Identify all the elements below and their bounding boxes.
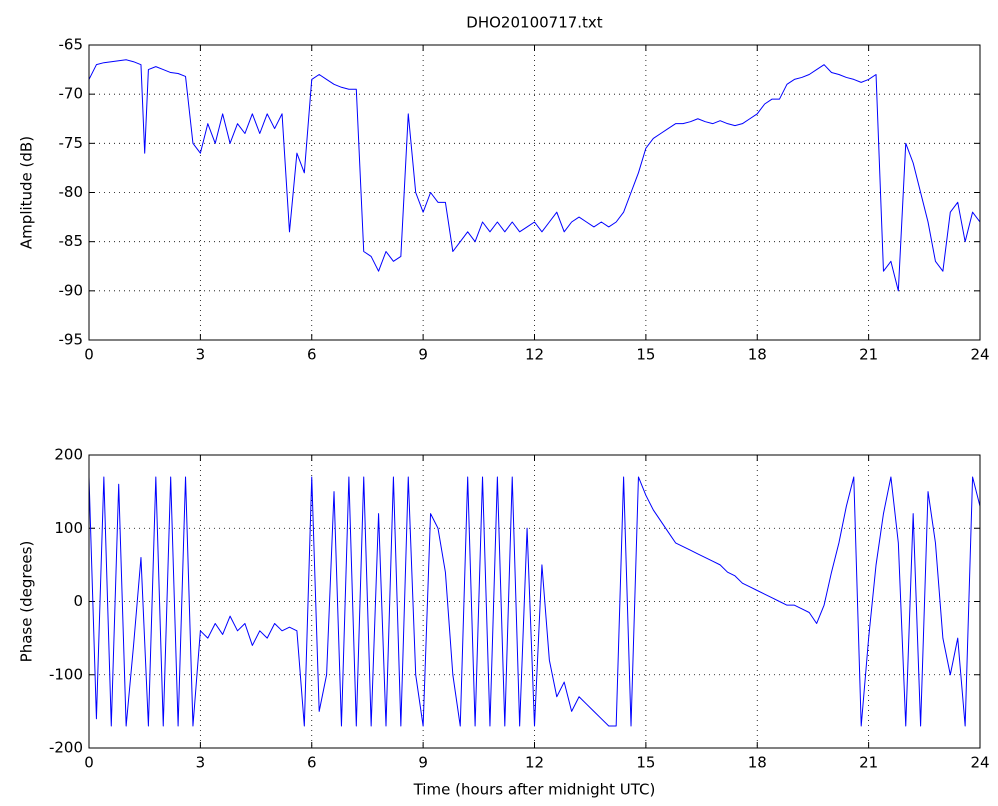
- y-tick-label: -85: [59, 232, 84, 250]
- x-tick-label: 3: [196, 346, 206, 364]
- y-axis-label: Amplitude (dB): [18, 136, 36, 249]
- y-tick-label: 200: [54, 446, 83, 464]
- x-tick-label: 24: [970, 754, 989, 772]
- y-tick-label: 100: [54, 519, 83, 537]
- y-tick-label: -75: [59, 134, 84, 152]
- x-tick-label: 21: [859, 754, 878, 772]
- y-tick-label: -200: [49, 739, 83, 757]
- x-tick-label: 18: [748, 346, 767, 364]
- x-tick-label: 21: [859, 346, 878, 364]
- x-tick-label: 6: [307, 346, 317, 364]
- x-tick-label: 18: [748, 754, 767, 772]
- y-tick-label: -100: [49, 665, 83, 683]
- x-tick-label: 12: [525, 754, 544, 772]
- x-tick-label: 9: [418, 754, 428, 772]
- chart-title: DHO20100717.txt: [466, 14, 603, 32]
- data-line: [88, 59, 981, 292]
- y-tick-label: -65: [59, 36, 84, 54]
- x-tick-label: 3: [196, 754, 206, 772]
- data-line: [88, 476, 981, 727]
- y-tick-label: -70: [59, 85, 84, 103]
- axes-frame: [88, 44, 981, 341]
- y-tick-label: 0: [73, 592, 83, 610]
- x-tick-label: 12: [525, 346, 544, 364]
- y-tick-label: -90: [59, 281, 84, 299]
- x-axis-label: Time (hours after midnight UTC): [413, 781, 656, 799]
- y-tick-label: -95: [59, 331, 84, 349]
- x-tick-label: 0: [84, 346, 94, 364]
- x-tick-label: 0: [84, 754, 94, 772]
- y-tick-label: -80: [59, 183, 84, 201]
- x-tick-label: 24: [970, 346, 989, 364]
- x-tick-label: 15: [636, 346, 655, 364]
- x-tick-label: 9: [418, 346, 428, 364]
- x-tick-label: 6: [307, 754, 317, 772]
- axes-frame: [88, 454, 981, 749]
- x-tick-label: 15: [636, 754, 655, 772]
- y-axis-label: Phase (degrees): [18, 541, 36, 663]
